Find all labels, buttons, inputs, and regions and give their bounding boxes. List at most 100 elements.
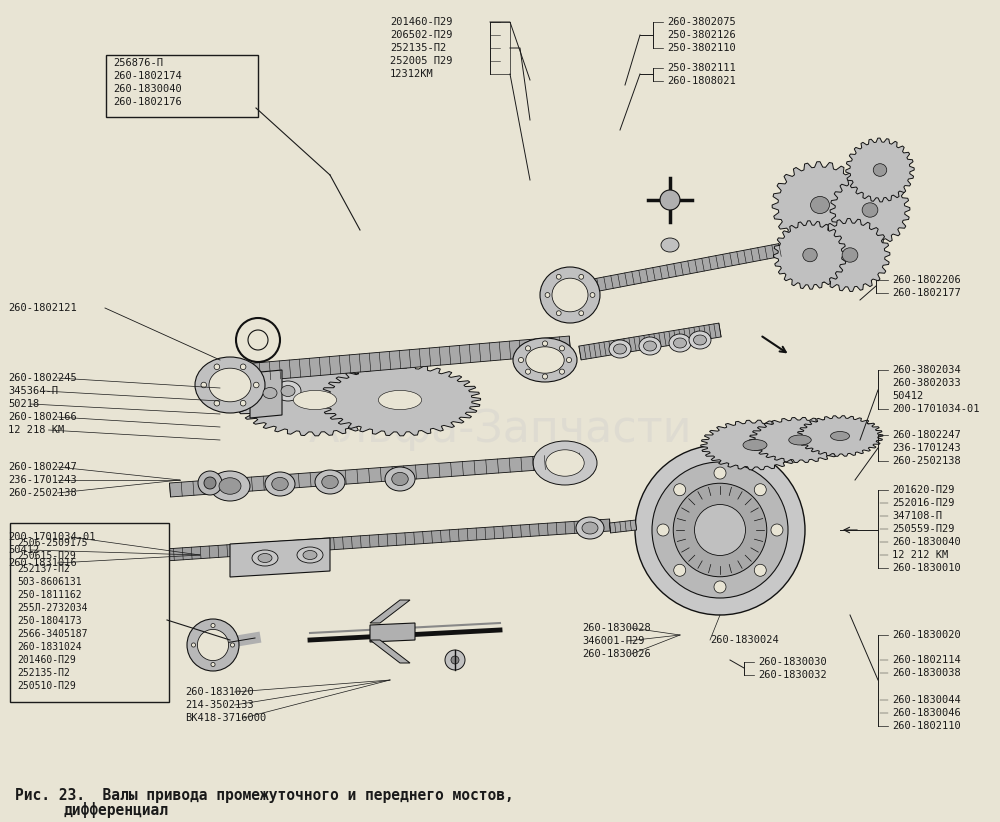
- Text: 260-1831020: 260-1831020: [185, 687, 254, 697]
- Text: 260-1802174: 260-1802174: [113, 71, 182, 81]
- Polygon shape: [370, 640, 410, 663]
- Polygon shape: [219, 336, 571, 384]
- Polygon shape: [774, 221, 846, 289]
- Text: 250-3802126: 250-3802126: [667, 30, 736, 40]
- Text: 236-1701243: 236-1701243: [8, 475, 77, 485]
- Ellipse shape: [293, 390, 337, 409]
- Text: 50218: 50218: [8, 399, 39, 409]
- Circle shape: [445, 650, 465, 670]
- Text: 260-1802121: 260-1802121: [8, 303, 77, 313]
- Text: 260-1830032: 260-1830032: [758, 670, 827, 680]
- Ellipse shape: [385, 467, 415, 491]
- Text: 250559-П29: 250559-П29: [892, 524, 954, 534]
- Polygon shape: [772, 162, 868, 248]
- Circle shape: [451, 656, 459, 664]
- Ellipse shape: [614, 344, 626, 354]
- Text: 260-1802110: 260-1802110: [892, 721, 961, 731]
- Circle shape: [191, 643, 196, 647]
- Circle shape: [674, 483, 686, 496]
- Text: 206502-П29: 206502-П29: [390, 30, 452, 40]
- Text: 252005 П29: 252005 П29: [390, 56, 452, 66]
- Ellipse shape: [842, 247, 858, 262]
- Ellipse shape: [513, 338, 577, 382]
- Circle shape: [198, 471, 222, 495]
- Text: 12312КМ: 12312КМ: [390, 69, 434, 79]
- Ellipse shape: [281, 386, 295, 396]
- Ellipse shape: [272, 478, 288, 491]
- Circle shape: [674, 564, 686, 576]
- Circle shape: [211, 663, 215, 667]
- Ellipse shape: [803, 248, 817, 261]
- Polygon shape: [250, 370, 282, 418]
- Text: 201620-П29: 201620-П29: [892, 485, 954, 495]
- Circle shape: [525, 369, 531, 374]
- Circle shape: [694, 505, 746, 556]
- Text: 200-1701034-01: 200-1701034-01: [8, 532, 96, 542]
- Polygon shape: [370, 600, 410, 623]
- FancyBboxPatch shape: [106, 55, 258, 117]
- Polygon shape: [749, 418, 851, 463]
- Text: 252137-П2: 252137-П2: [17, 564, 70, 574]
- Circle shape: [542, 341, 548, 346]
- Polygon shape: [169, 453, 581, 497]
- Circle shape: [542, 374, 548, 379]
- Circle shape: [579, 311, 584, 316]
- Ellipse shape: [862, 203, 878, 217]
- Text: Рис. 23.  Валы привода промежуточного и переднего мостов,: Рис. 23. Валы привода промежуточного и п…: [15, 787, 514, 802]
- Ellipse shape: [582, 522, 598, 534]
- Ellipse shape: [526, 347, 564, 373]
- Polygon shape: [165, 519, 610, 561]
- Text: 260-1830020: 260-1830020: [892, 630, 961, 640]
- Text: 503-8606131: 503-8606131: [17, 577, 82, 587]
- Circle shape: [754, 564, 766, 576]
- Text: 256876-П: 256876-П: [113, 58, 163, 68]
- Ellipse shape: [257, 383, 283, 403]
- Circle shape: [236, 318, 280, 362]
- Circle shape: [518, 358, 524, 363]
- Polygon shape: [701, 420, 809, 470]
- Ellipse shape: [384, 392, 416, 408]
- Ellipse shape: [552, 278, 588, 312]
- Ellipse shape: [546, 450, 584, 476]
- Ellipse shape: [576, 517, 604, 539]
- Text: 260-1830044: 260-1830044: [892, 695, 961, 705]
- Polygon shape: [319, 364, 481, 436]
- Text: 260-1830038: 260-1830038: [892, 668, 961, 678]
- Text: 260-3802075: 260-3802075: [667, 17, 736, 27]
- Circle shape: [204, 477, 216, 489]
- Text: Альфа-Запчасти: Альфа-Запчасти: [308, 409, 692, 451]
- Text: 260-1830024: 260-1830024: [710, 635, 779, 645]
- Ellipse shape: [689, 331, 711, 349]
- Circle shape: [214, 364, 220, 370]
- Text: 214-3502133: 214-3502133: [185, 700, 254, 710]
- Circle shape: [201, 382, 207, 388]
- Text: 236-1701243: 236-1701243: [892, 443, 961, 453]
- Text: 260-2502138: 260-2502138: [8, 488, 77, 498]
- Text: 260-1830026: 260-1830026: [582, 649, 651, 659]
- Circle shape: [253, 382, 259, 388]
- Text: 260-1830028: 260-1830028: [582, 623, 651, 633]
- Text: 260-1802166: 260-1802166: [8, 412, 77, 422]
- Circle shape: [556, 275, 561, 279]
- Text: 260-1831016: 260-1831016: [8, 558, 77, 568]
- Text: 260-2502138: 260-2502138: [892, 456, 961, 466]
- Text: 201460-П29: 201460-П29: [390, 17, 452, 27]
- Ellipse shape: [811, 196, 829, 214]
- Ellipse shape: [275, 381, 301, 401]
- Ellipse shape: [299, 392, 331, 408]
- Circle shape: [771, 524, 783, 536]
- Ellipse shape: [789, 435, 811, 445]
- Circle shape: [714, 581, 726, 593]
- Ellipse shape: [609, 340, 631, 358]
- Text: 260-1830010: 260-1830010: [892, 563, 961, 573]
- Circle shape: [566, 358, 572, 363]
- Text: 200-1701034-01: 200-1701034-01: [892, 404, 980, 414]
- Text: 260-1802247: 260-1802247: [8, 462, 77, 472]
- Ellipse shape: [639, 337, 661, 355]
- Text: 12 218 КМ: 12 218 КМ: [8, 425, 64, 435]
- Text: 201460-П29: 201460-П29: [17, 655, 76, 665]
- Ellipse shape: [674, 338, 686, 348]
- Circle shape: [714, 467, 726, 479]
- Ellipse shape: [209, 368, 251, 402]
- Text: 345364-П: 345364-П: [8, 386, 58, 396]
